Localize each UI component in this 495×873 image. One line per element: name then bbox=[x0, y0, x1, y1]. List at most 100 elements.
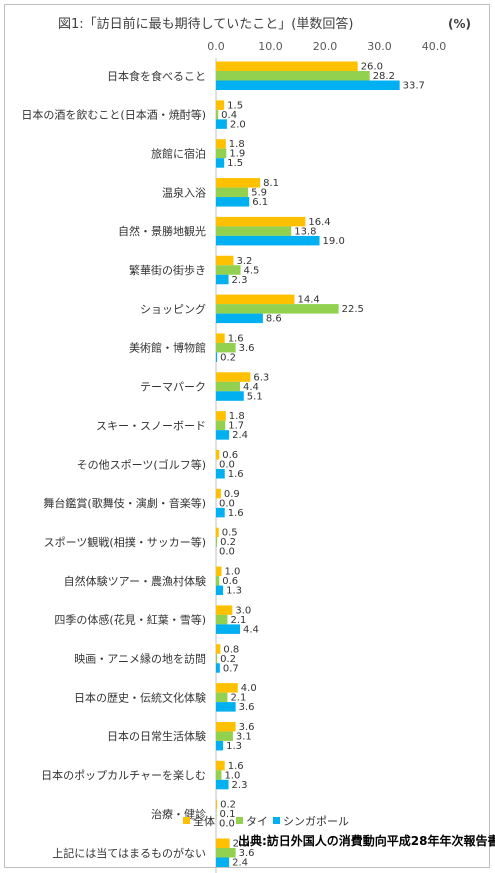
value-label: 2.3 bbox=[232, 275, 248, 286]
legend-swatch bbox=[183, 817, 190, 824]
value-label: 1.9 bbox=[229, 149, 245, 160]
value-label: 3.6 bbox=[239, 848, 255, 859]
x-tick-label: 20.0 bbox=[313, 40, 338, 53]
value-label: 4.4 bbox=[243, 382, 259, 393]
bar bbox=[216, 411, 226, 421]
value-label: 0.5 bbox=[222, 528, 238, 539]
value-label: 2.1 bbox=[230, 693, 246, 704]
value-label: 3.6 bbox=[239, 722, 255, 733]
legend: 全体 タイ シンガポール bbox=[183, 814, 349, 828]
bar bbox=[216, 507, 225, 518]
bar bbox=[216, 430, 230, 440]
value-label: 0.2 bbox=[220, 800, 236, 811]
legend-swatch bbox=[236, 817, 243, 824]
category-label: 日本の酒を飲むこと(日本酒・焼酎等) bbox=[21, 108, 206, 122]
category-label: その他スポーツ(ゴルフ等) bbox=[77, 457, 206, 471]
unit-label: (%) bbox=[448, 17, 471, 31]
bar bbox=[216, 585, 224, 596]
value-label: 1.6 bbox=[228, 508, 244, 519]
category-label: 上記には当てはまるものがない bbox=[52, 846, 206, 860]
category-label: 繁華街の街歩き bbox=[129, 263, 206, 277]
category-label: 美術館・博物館 bbox=[129, 341, 206, 355]
value-label: 3.0 bbox=[235, 605, 251, 616]
value-label: 2.5 bbox=[233, 839, 249, 850]
value-label: 3.1 bbox=[236, 731, 252, 742]
value-label: 6.1 bbox=[252, 197, 268, 208]
value-label: 0.0 bbox=[219, 498, 235, 509]
x-tick-label: 10.0 bbox=[258, 40, 283, 53]
category-label: 日本食を食べること bbox=[107, 69, 206, 83]
bar bbox=[216, 304, 339, 314]
x-tick-label: 0.0 bbox=[207, 40, 225, 53]
bar bbox=[216, 80, 400, 90]
value-label: 0.0 bbox=[219, 819, 235, 830]
category-label: テーマパーク bbox=[140, 381, 206, 394]
bar bbox=[216, 333, 225, 343]
bar bbox=[216, 566, 222, 577]
value-label: 0.0 bbox=[219, 460, 235, 471]
value-label: 1.3 bbox=[226, 741, 242, 752]
bar bbox=[216, 721, 236, 732]
legend-label: シンガポール bbox=[283, 815, 349, 828]
value-label: 14.4 bbox=[297, 295, 319, 306]
bar bbox=[216, 576, 220, 586]
bar bbox=[216, 809, 217, 819]
bar bbox=[216, 770, 222, 780]
bar bbox=[216, 683, 238, 693]
value-label: 0.9 bbox=[224, 489, 240, 500]
bar bbox=[216, 537, 218, 547]
category-label: スポーツ観戦(相撲・サッカー等) bbox=[44, 535, 206, 549]
bar bbox=[216, 226, 292, 236]
bar bbox=[216, 692, 228, 703]
value-label: 8.6 bbox=[266, 314, 282, 325]
value-label: 2.0 bbox=[230, 119, 246, 130]
value-label: 1.7 bbox=[228, 421, 244, 432]
bar bbox=[216, 779, 229, 790]
value-label: 0.6 bbox=[222, 450, 238, 461]
value-label: 26.0 bbox=[361, 62, 383, 73]
bar bbox=[216, 139, 226, 149]
bar bbox=[216, 740, 224, 751]
value-label: 1.6 bbox=[228, 333, 244, 344]
bar bbox=[216, 838, 230, 848]
bar bbox=[216, 624, 240, 634]
bar bbox=[216, 187, 249, 198]
bar bbox=[216, 119, 227, 129]
value-label: 0.4 bbox=[221, 110, 237, 121]
value-label: 5.1 bbox=[247, 391, 263, 402]
category-label: 治療・健診 bbox=[151, 807, 206, 821]
value-label: 3.2 bbox=[236, 256, 252, 267]
bar bbox=[216, 605, 233, 615]
value-label: 2.1 bbox=[230, 615, 246, 626]
category-label: 自然体験ツアー・農漁村体験 bbox=[64, 574, 206, 588]
bar bbox=[216, 527, 219, 538]
category-label: 四季の体感(花見・紅葉・雪等) bbox=[54, 613, 206, 627]
bar bbox=[216, 313, 263, 324]
bar bbox=[216, 265, 241, 275]
value-label: 4.4 bbox=[243, 624, 259, 635]
value-label: 4.5 bbox=[244, 265, 260, 276]
value-label: 2.3 bbox=[232, 780, 248, 791]
value-label: 1.5 bbox=[227, 100, 243, 111]
bar bbox=[216, 235, 320, 246]
bar bbox=[216, 342, 236, 353]
bar bbox=[216, 450, 220, 460]
value-label: 0.0 bbox=[219, 547, 235, 558]
bar bbox=[216, 848, 236, 858]
value-label: 2.4 bbox=[232, 858, 248, 869]
value-label: 0.7 bbox=[223, 663, 239, 674]
category-label: 映画・アニメ縁の地を訪問 bbox=[74, 652, 206, 666]
value-label: 1.8 bbox=[229, 139, 245, 150]
value-label: 2.4 bbox=[232, 430, 248, 441]
category-label: 自然・景勝地観光 bbox=[118, 224, 206, 238]
bar bbox=[216, 216, 306, 227]
legend-label: 全体 bbox=[193, 814, 215, 828]
value-label: 0.2 bbox=[220, 352, 236, 363]
category-label: ショッピング bbox=[140, 302, 206, 316]
bar bbox=[216, 178, 261, 188]
bar bbox=[216, 61, 358, 71]
value-label: 22.5 bbox=[342, 304, 364, 315]
chart-title: 図1:「訪日前に最も期待していたこと」(単数回答) bbox=[58, 16, 353, 32]
